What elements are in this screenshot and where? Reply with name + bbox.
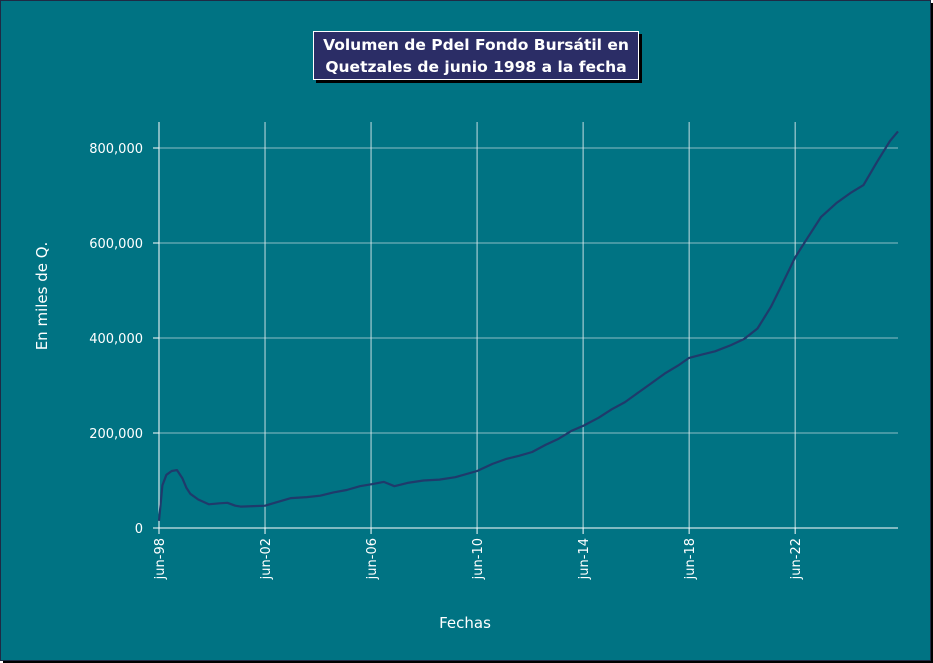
x-axis-title: Fechas	[439, 614, 491, 632]
y-tick-label: 800,000	[89, 142, 143, 157]
y-tick-label: 400,000	[89, 332, 143, 347]
axis-layer	[153, 122, 898, 534]
x-tick-label: jun-98	[153, 538, 168, 580]
series-layer	[157, 130, 899, 522]
series-line	[157, 130, 899, 522]
label-layer: 0 200,000 400,000 600,000 800,000 jun-98 jun-0…	[89, 142, 804, 580]
chart-title: Volumen de Pdel Fondo Bursátil en Quetza…	[313, 31, 639, 80]
x-tick-label: jun-06	[365, 538, 380, 580]
x-tick-label: jun-02	[259, 538, 274, 580]
x-tick-label: jun-14	[577, 538, 592, 580]
x-tick-label: jun-22	[789, 538, 804, 580]
y-tick-label: 600,000	[89, 237, 143, 252]
x-tick-label: jun-18	[683, 538, 698, 580]
x-tick-label: jun-10	[471, 538, 486, 580]
chart-title-line-2: Quetzales de junio 1998 a la fecha	[325, 57, 627, 76]
y-tick-label: 0	[135, 522, 143, 537]
y-axis-title: En miles de Q.	[33, 242, 51, 351]
chart-title-line-1: Volumen de Pdel Fondo Bursátil en	[323, 35, 629, 54]
grid-layer	[159, 122, 898, 528]
y-tick-label: 200,000	[89, 427, 143, 442]
